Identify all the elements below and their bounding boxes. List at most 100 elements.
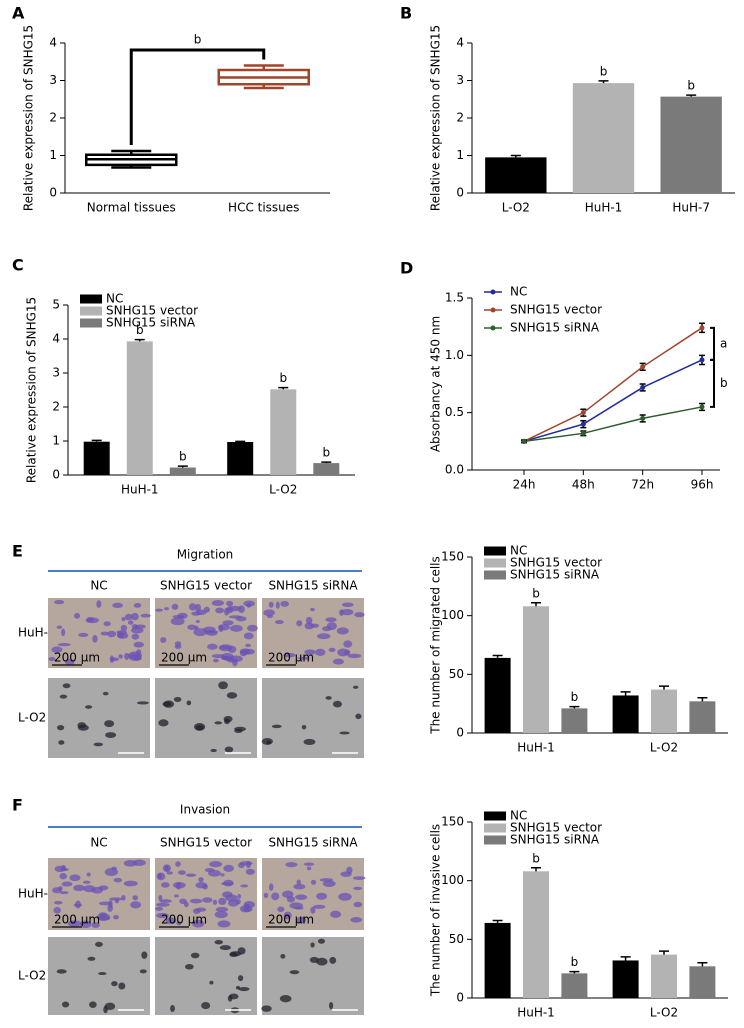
cell	[271, 892, 280, 901]
cell	[141, 951, 148, 959]
bar	[689, 966, 716, 998]
cell	[98, 972, 107, 976]
cell	[111, 866, 117, 871]
error-bar	[569, 970, 580, 974]
significance-label: b	[279, 371, 287, 385]
cell	[158, 895, 163, 901]
cell	[303, 862, 315, 866]
error-bar	[177, 465, 188, 468]
cell	[304, 622, 314, 630]
cell	[59, 694, 68, 699]
cell	[155, 906, 164, 911]
cell	[61, 628, 66, 637]
scale-bar-label: 200 μm	[54, 651, 100, 665]
cell	[355, 713, 362, 720]
cell	[280, 600, 289, 607]
cell	[263, 892, 269, 899]
x-tick-label: 48h	[572, 478, 595, 492]
cell	[306, 866, 312, 871]
error-bar	[531, 602, 541, 607]
cell	[217, 920, 231, 928]
cell	[109, 655, 114, 663]
y-tick-label: 4	[456, 36, 464, 50]
significance-label: b	[600, 64, 608, 78]
cell	[185, 873, 197, 877]
cell	[352, 685, 359, 689]
cell	[82, 880, 91, 884]
x-tick-label: HCC tissues	[228, 201, 299, 215]
cell	[86, 617, 94, 623]
significance-label: b	[687, 79, 695, 93]
cell	[194, 722, 206, 731]
significance-bracket	[129, 48, 266, 145]
cell	[64, 658, 75, 666]
cell	[295, 894, 308, 900]
cell	[131, 624, 139, 630]
y-tick-label: 100	[441, 608, 464, 622]
cell	[223, 864, 235, 872]
cell	[48, 657, 56, 662]
cell	[96, 600, 102, 608]
x-tick-label: L-O2	[502, 201, 530, 215]
cell	[130, 901, 142, 909]
cell	[310, 623, 320, 628]
cell	[58, 740, 65, 745]
cell	[289, 902, 303, 909]
cell	[354, 612, 365, 618]
cell	[243, 632, 254, 640]
y-tick-label: 150	[441, 815, 464, 829]
cell	[212, 899, 218, 905]
cell	[202, 897, 213, 903]
row-label: L-O2	[18, 711, 46, 725]
cell	[165, 917, 177, 925]
cell	[133, 603, 142, 608]
column-label: SNHG15 vector	[160, 836, 252, 850]
cell	[156, 912, 169, 919]
cell	[214, 721, 222, 725]
y-tick-label: 1	[456, 148, 464, 162]
cell	[322, 880, 336, 887]
x-tick-label: 24h	[513, 478, 536, 492]
cell	[226, 600, 234, 607]
cell	[215, 907, 229, 912]
legend-swatch	[80, 294, 102, 304]
cell	[296, 620, 303, 627]
panel-label: E	[12, 542, 23, 561]
cell	[339, 731, 350, 735]
cell	[84, 705, 93, 709]
column-label: SNHG15 siRNA	[268, 836, 358, 850]
cell	[61, 881, 73, 887]
cell	[277, 906, 285, 913]
bar	[169, 467, 196, 475]
cell	[123, 880, 138, 887]
cell	[54, 900, 63, 905]
row-label: HuH-1	[18, 626, 56, 640]
cell	[171, 603, 179, 610]
cell	[220, 873, 225, 877]
cell	[131, 612, 139, 621]
y-axis-label: Absorbancy at 450 nm	[429, 316, 443, 452]
y-tick-label: 0	[49, 186, 57, 200]
cell	[198, 877, 204, 883]
y-tick-label: 2	[456, 111, 464, 125]
cell	[322, 626, 332, 632]
y-tick-label: 50	[449, 667, 464, 681]
panel-label: D	[400, 259, 413, 278]
error-bar	[659, 685, 669, 690]
cell	[56, 625, 63, 629]
column-label: NC	[90, 579, 107, 593]
cell	[224, 746, 234, 753]
y-tick-label: 150	[441, 550, 464, 564]
cell	[177, 612, 188, 619]
legend-label: SNHG15 vector	[510, 556, 602, 570]
error-bar	[569, 705, 580, 709]
cell	[124, 613, 133, 621]
cell	[332, 700, 342, 708]
cell	[209, 861, 223, 868]
y-tick-label: 3	[49, 73, 57, 87]
cell	[121, 616, 126, 622]
cell	[162, 864, 172, 873]
cell	[232, 658, 238, 667]
cell	[263, 609, 275, 617]
cell	[100, 631, 109, 636]
